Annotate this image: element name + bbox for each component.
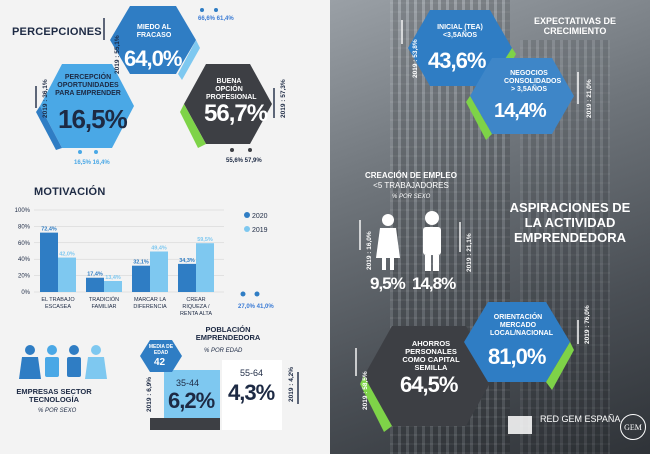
bar-data-label: 59,5% [197,237,213,243]
median-value: 42 [154,357,166,368]
age1-value: 6,2% [168,388,215,413]
bar-2020 [132,265,150,292]
y-tick-label: 100% [15,208,31,214]
good-option-value: 56,7% [204,100,268,127]
category-label: MARCAR LA [134,297,166,303]
y-tick-label: 60% [18,241,31,247]
tech-label: EMPRESAS SECTOR TECNOLOGÍA [16,387,92,404]
gem-logo: GEM [620,414,646,440]
y-tick-label: 40% [18,257,31,263]
age2-range: 55-64 [240,368,264,378]
category-label: EL TRABAJO [41,297,75,303]
population-sub: % POR EDAD [204,348,243,354]
fear-value: 64,0% [124,46,182,71]
category-label: FAMILIAR [91,304,116,310]
motivation-extra: 27,0% 41,0% [238,304,274,310]
category-label: DIFERENCIA [133,304,167,310]
consolidated-label: NEGOCIOS CONSOLIDADOS > 3,5AÑOS [504,70,562,93]
market-label: ORIENTACIÓN MERCADO LOCAL/NACIONAL [490,314,553,337]
legend-2020: 2020 [244,212,268,220]
savings-label: AHORROS PERSONALES COMO CAPITAL SEMILLA [402,339,460,372]
initial-value: 43,6% [428,48,486,73]
perceptions-title: PERCEPCIONES [12,26,102,38]
fear-by-sex: 66,6% 61,4% [198,16,234,22]
bar-data-label: 42,0% [59,252,75,258]
bar-data-label: 49,4% [151,245,167,251]
bar-data-label: 72,4% [41,227,57,233]
category-label: ESCASEA [45,304,71,310]
employment-sub: <5 TRABAJADORES [373,181,449,190]
bar-2019 [150,251,168,292]
bar-2019 [58,257,76,292]
good-option-label: BUENA OPCIÓN PROFESIONAL [206,78,257,101]
age1-range: 35-44 [176,378,200,388]
employment-sub2: % POR SEXO [392,194,431,200]
category-label: RENTA ALTA [180,311,212,317]
good-option-by-sex: 55,6% 57,9% [226,158,262,164]
opportunities-label: PERCEPCIÓN OPORTUNIDADES PARA EMPRENDER [55,74,121,97]
male-value: 14,8% [412,274,456,293]
market-value: 81,0% [488,344,546,369]
bar-data-label: 34,3% [179,258,195,264]
bar-2019 [104,281,122,292]
legend-2019: 2019 [244,226,268,234]
bar-data-label: 32,1% [133,260,149,266]
bar-data-label: 17,4% [87,272,103,278]
aspirations-title: ASPIRACIONES DE LA ACTIVIDAD EMPRENDEDOR… [509,200,631,245]
category-label: CREAR [186,297,205,303]
category-label: TRADICIÓN [89,296,119,303]
growth-title: EXPECTATIVAS DE CRECIMIENTO [533,16,616,36]
bar-2020 [178,263,196,292]
motivation-title: MOTIVACIÓN [34,186,106,198]
median-label: MEDIA DE EDAD [148,344,174,356]
bar-2020 [40,232,58,292]
age2-value: 4,3% [228,380,275,405]
y-tick-label: 0% [21,290,30,296]
female-value: 9,5% [370,274,406,293]
initial-label: INICIAL (TEA) <3,5AÑOS [437,24,483,39]
consolidated-value: 14,4% [494,100,547,122]
opportunities-value: 16,5% [58,104,128,134]
category-label: RIQUEZA / [182,304,210,310]
fear-label: MIEDO AL FRACASO [136,24,172,39]
population-title: POBLACIÓN EMPRENDEDORA [195,325,261,342]
bar-data-label: 13,4% [105,275,121,281]
y-tick-label: 80% [18,224,31,230]
employment-title: CREACIÓN DE EMPLEO [364,171,457,180]
bar-2019 [196,243,214,292]
y-tick-label: 20% [18,274,31,280]
bar-2020 [86,277,104,292]
redgem-logo: RED GEM ESPAÑA [540,414,621,424]
tech-sub: % POR SEXO [38,408,77,414]
savings-value: 64,5% [400,372,458,397]
opportunities-by-sex: 16,5% 16,4% [74,160,110,166]
